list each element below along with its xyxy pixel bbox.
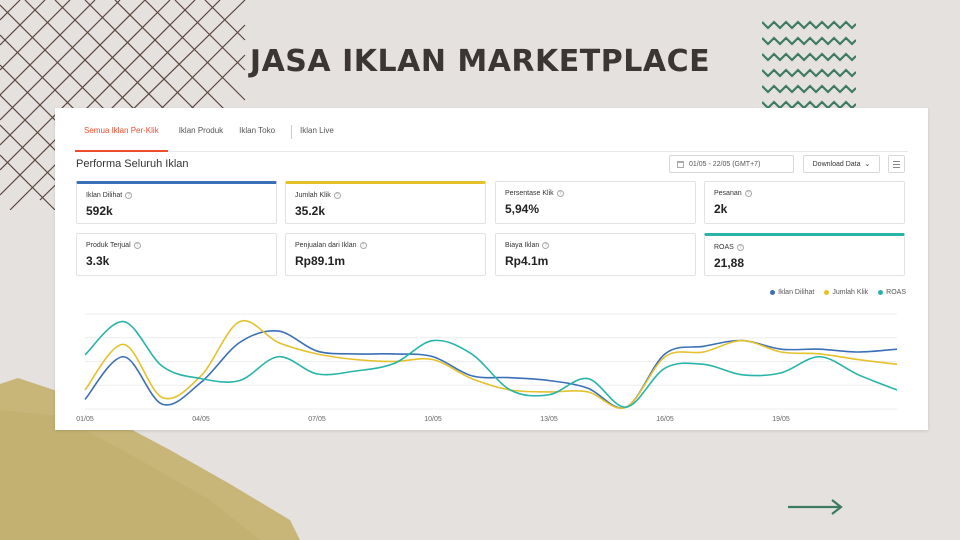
legend-item-jumlah-klik[interactable]: Jumlah Klik (824, 289, 868, 296)
x-tick-label: 19/05 (772, 416, 790, 423)
x-tick-label: 13/05 (540, 416, 558, 423)
metric-card-penjualan-dari-iklan[interactable]: Penjualan dari Iklan? Rp89.1m (285, 233, 486, 276)
x-tick-label: 04/05 (192, 416, 210, 423)
x-tick-label: 10/05 (424, 416, 442, 423)
metric-label: Persentase Klik (505, 190, 554, 197)
help-icon: ? (744, 190, 752, 197)
metric-label: Biaya Iklan (505, 242, 540, 249)
tab-divider (291, 125, 293, 139)
metric-card-jumlah-klik[interactable]: Jumlah Klik? 35.2k (285, 181, 486, 224)
zigzag-pattern-decoration (762, 20, 856, 110)
tab-semua-iklan[interactable]: Semua Iklan Per-Klik (75, 116, 168, 152)
metric-card-produk-terjual[interactable]: Produk Terjual? 3.3k (76, 233, 277, 276)
x-tick-label: 07/05 (308, 416, 326, 423)
metric-card-biaya-iklan[interactable]: Biaya Iklan? Rp4.1m (495, 233, 696, 276)
help-icon: ? (133, 242, 141, 249)
download-data-button[interactable]: Download Data ⌄ (803, 155, 880, 173)
chart-legend: Iklan Dilihat Jumlah Klik ROAS (770, 289, 906, 296)
metric-value: Rp4.1m (505, 254, 549, 268)
legend-dot (878, 290, 884, 295)
ads-dashboard-screenshot: Semua Iklan Per-Klik Iklan Produk Iklan … (55, 108, 928, 430)
metric-label: ROAS (714, 244, 734, 251)
section-title: Performa Seluruh Iklan (76, 158, 189, 170)
help-icon: ? (125, 192, 133, 199)
menu-icon[interactable] (888, 155, 905, 173)
page-title: JASA IKLAN MARKETPLACE (249, 44, 711, 79)
metric-label: Produk Terjual (86, 242, 131, 249)
legend-label: ROAS (886, 289, 906, 296)
metric-card-persentase-klik[interactable]: Persentase Klik? 5,94% (495, 181, 696, 224)
help-icon: ? (556, 190, 564, 197)
legend-label: Iklan Dilihat (778, 289, 815, 296)
series-line-jumlah-klik (84, 319, 898, 410)
legend-item-iklan-dilihat[interactable]: Iklan Dilihat (770, 289, 814, 296)
metric-card-pesanan[interactable]: Pesanan? 2k (704, 181, 905, 224)
metric-value: 2k (714, 202, 728, 216)
metric-value: 592k (86, 204, 113, 218)
metric-label: Pesanan (714, 190, 742, 197)
date-range-picker[interactable]: 01/05 - 22/05 (GMT+7) (669, 155, 794, 173)
help-icon: ? (736, 244, 744, 251)
metric-label: Penjualan dari Iklan (295, 242, 357, 249)
date-range-text: 01/05 - 22/05 (GMT+7) (689, 160, 761, 168)
help-icon: ? (359, 242, 367, 249)
tab-bar: Semua Iklan Per-Klik Iklan Produk Iklan … (75, 116, 908, 152)
help-icon: ? (542, 242, 550, 249)
legend-item-roas[interactable]: ROAS (878, 289, 906, 296)
performance-line-chart: 01/05 04/05 07/05 10/05 13/05 16/05 19/05 (76, 313, 898, 423)
metric-value: 5,94% (505, 202, 540, 216)
calendar-icon (677, 160, 684, 168)
metric-card-roas[interactable]: ROAS? 21,88 (704, 233, 905, 276)
arrow-right-icon (788, 499, 843, 515)
x-tick-label: 01/05 (76, 416, 94, 423)
legend-label: Jumlah Klik (832, 289, 869, 296)
x-tick-label: 16/05 (656, 416, 674, 423)
metric-value: 35.2k (295, 204, 326, 218)
legend-dot (824, 290, 830, 295)
tab-iklan-live[interactable]: Iklan Live (300, 126, 334, 135)
legend-dot (770, 290, 776, 295)
tab-iklan-toko[interactable]: Iklan Toko (239, 126, 276, 135)
metric-value: Rp89.1m (295, 254, 346, 268)
download-data-label: Download Data (812, 160, 861, 168)
metric-card-iklan-dilihat[interactable]: Iklan Dilihat? 592k (76, 181, 277, 224)
series-line-roas (84, 320, 898, 408)
metric-label: Jumlah Klik (295, 192, 331, 199)
metric-label: Iklan Dilihat (86, 192, 123, 199)
metric-value: 3.3k (86, 254, 110, 268)
tab-iklan-produk[interactable]: Iklan Produk (178, 126, 224, 135)
help-icon: ? (333, 192, 341, 199)
metric-value: 21,88 (714, 256, 745, 270)
chevron-down-icon: ⌄ (864, 161, 871, 168)
